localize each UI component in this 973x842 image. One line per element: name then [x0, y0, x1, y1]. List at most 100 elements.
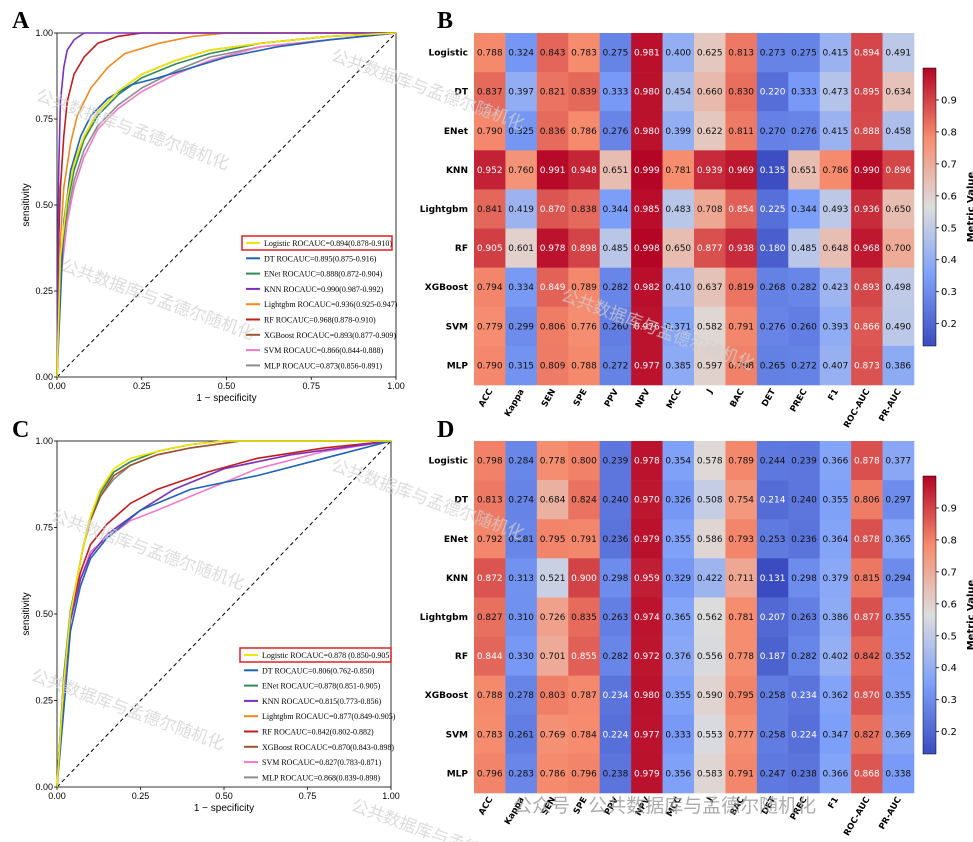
heatmap-cell — [631, 714, 663, 755]
legend-entry: KNN ROCAUC=0.990(0.987-0.992) — [264, 285, 384, 294]
heatmap-cell — [882, 636, 915, 676]
heatmap-cell — [631, 636, 663, 676]
heatmap-cell — [599, 558, 632, 598]
heatmap-cell — [536, 345, 569, 386]
heatmap-cell — [882, 597, 915, 637]
heatmap-cell — [694, 306, 726, 347]
y-tick-label: 0.00 — [35, 372, 53, 382]
heatmap-cell — [788, 714, 821, 755]
cell-value: 0.282 — [603, 283, 629, 293]
cell-value: 0.265 — [760, 361, 786, 371]
cell-value: 0.281 — [508, 535, 534, 545]
heatmap-cell — [474, 33, 506, 73]
heatmap-cell — [536, 558, 569, 598]
cell-value: 0.819 — [728, 283, 754, 293]
heatmap-cell — [505, 597, 538, 637]
heatmap-cell — [819, 597, 852, 637]
heatmap-cell — [756, 558, 789, 598]
heatmap-cell — [631, 111, 663, 151]
heatmap-cell — [536, 636, 569, 676]
row-label: MLP — [447, 361, 469, 371]
colorbar-tick-label: 0.3 — [941, 287, 957, 298]
heatmap-cell — [882, 33, 915, 73]
cell-value: 0.297 — [885, 496, 911, 506]
colorbar-tick-label: 0.3 — [941, 695, 957, 706]
y-tick-label: 0.25 — [35, 696, 53, 706]
x-axis-title: 1 − specificity — [194, 803, 254, 814]
heatmap-cell — [725, 519, 758, 559]
column-label: DET — [760, 387, 778, 408]
heatmap-cell — [505, 33, 538, 73]
cell-value: 0.485 — [603, 244, 629, 254]
cell-value: 0.839 — [571, 88, 597, 98]
heatmap-cell — [599, 753, 632, 794]
heatmap-cell — [536, 189, 569, 229]
cell-value: 0.977 — [634, 361, 660, 371]
cell-value: 0.334 — [508, 283, 534, 293]
heatmap-cell — [631, 558, 663, 598]
colorbar-tick-label: 0.6 — [941, 599, 957, 610]
cell-value: 0.352 — [885, 652, 911, 662]
cell-value: 0.894 — [854, 49, 880, 59]
cell-value: 0.362 — [823, 691, 849, 701]
cell-value: 0.980 — [634, 127, 660, 137]
cell-value: 0.866 — [854, 322, 880, 332]
cell-value: 0.402 — [823, 652, 849, 662]
heatmap-cell — [819, 558, 852, 598]
cell-value: 0.708 — [697, 205, 723, 215]
y-tick-label: 0.50 — [35, 200, 53, 210]
cell-value: 0.877 — [854, 613, 880, 623]
cell-value: 0.238 — [791, 769, 817, 779]
heatmap-cell — [568, 597, 601, 637]
cell-value: 0.841 — [477, 205, 503, 215]
legend-entry: Lightgbm ROCAUC=0.877(0.849-0.905) — [262, 712, 396, 721]
cell-value: 0.778 — [728, 652, 754, 662]
cell-value: 0.397 — [508, 88, 534, 98]
colorbar-tick-label: 0.9 — [941, 503, 957, 514]
row-label: SVM — [446, 322, 468, 332]
heatmap-cell — [536, 267, 569, 308]
heatmap-cell — [694, 753, 726, 794]
cell-value: 0.877 — [697, 244, 723, 254]
column-label: SEN — [540, 388, 558, 409]
cell-value: 0.873 — [854, 361, 880, 371]
heatmap-cell — [819, 111, 852, 151]
heatmap-cell — [599, 480, 632, 520]
cell-value: 0.354 — [665, 457, 691, 467]
cell-value: 0.225 — [760, 205, 786, 215]
cell-value: 0.483 — [665, 205, 691, 215]
cell-value: 0.800 — [571, 457, 597, 467]
cell-value: 0.868 — [854, 769, 880, 779]
cell-value: 0.236 — [791, 535, 817, 545]
cell-value: 0.582 — [697, 322, 723, 332]
y-tick-label: 0.25 — [35, 286, 53, 296]
highlight-box — [239, 647, 392, 663]
cell-value: 0.240 — [603, 496, 629, 506]
heatmap-cell — [505, 189, 538, 229]
heatmap-cell — [694, 714, 726, 755]
cell-value: 0.236 — [603, 535, 629, 545]
heatmap-cell — [599, 441, 632, 481]
heatmap-cell — [474, 267, 506, 308]
heatmap-cell — [819, 228, 852, 268]
column-label: ROC-AUC — [842, 388, 872, 430]
cell-value: 0.700 — [885, 244, 911, 254]
legend-entry: ENet ROCAUC=0.888(0.872-0.904) — [264, 270, 383, 279]
heatmap-cell — [568, 636, 601, 676]
cell-value: 0.701 — [540, 652, 566, 662]
heatmap-cell — [568, 558, 601, 598]
cell-value: 0.258 — [760, 730, 786, 740]
cell-value: 0.273 — [760, 49, 786, 59]
heatmap-cell — [725, 480, 758, 520]
column-label: ACC — [477, 796, 495, 818]
heatmap-cell — [851, 72, 883, 112]
heatmap-cell — [568, 345, 601, 386]
heatmap-cell — [882, 189, 915, 229]
heatmap-cell — [599, 111, 632, 151]
heatmap-cell — [725, 753, 758, 794]
cell-value: 0.795 — [540, 535, 566, 545]
cell-value: 0.779 — [477, 322, 503, 332]
heatmap-cell — [725, 675, 758, 716]
heatmap-cell — [631, 306, 663, 347]
cell-value: 0.809 — [540, 361, 566, 371]
